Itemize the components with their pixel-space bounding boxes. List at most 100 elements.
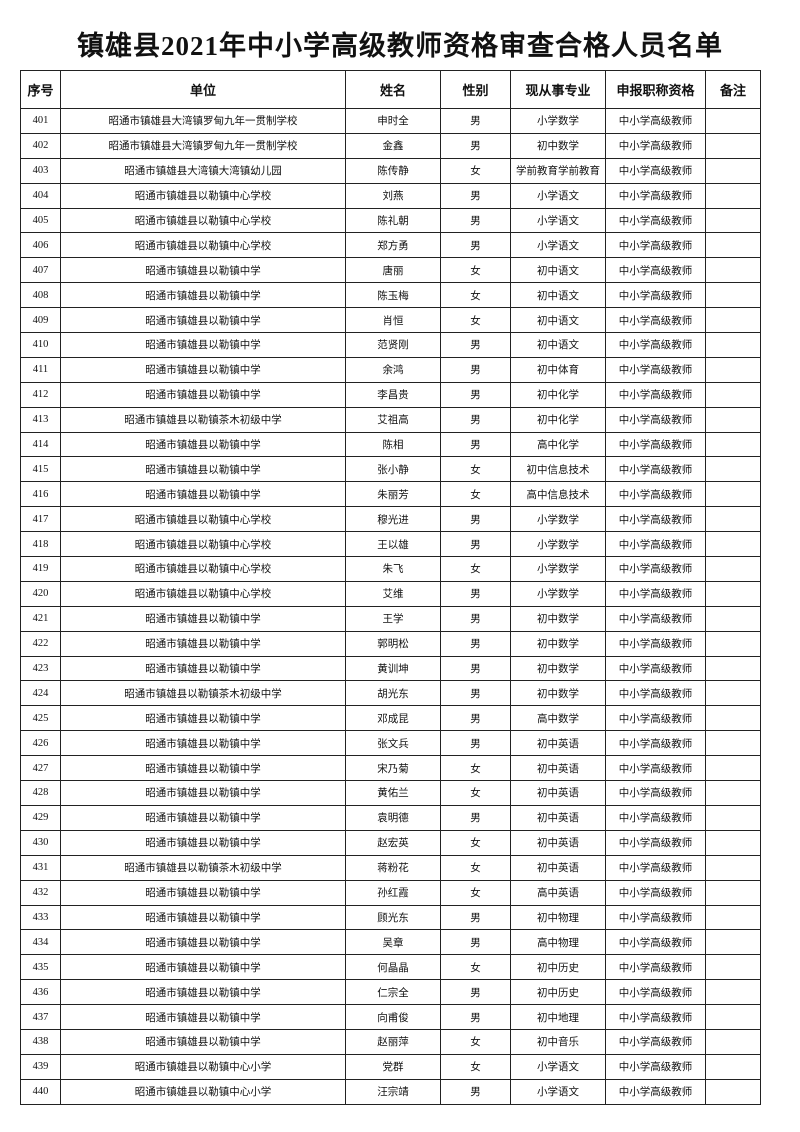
table-cell: 孙红霞 [345,879,441,906]
empty-cell [705,556,761,582]
empty-cell [705,630,761,657]
table-cell: 昭通市镇雄县以勒镇中心学校 [60,506,346,533]
table-row: 402 昭通市镇雄县大湾镇罗甸九年一贯制学校 金鑫男初中数学 中小学高级教师 [20,132,761,159]
table-cell: 男 [440,182,511,209]
table-cell: 小学语文 [510,232,606,259]
table-cell: 431 [20,854,61,881]
table-cell: 413 [20,406,61,433]
table-cell: 金鑫 [345,132,441,159]
table-cell: 男 [440,431,511,458]
table-cell: 中小学高级教师 [605,605,706,632]
empty-cell [705,680,761,707]
table-cell: 初中数学 [510,605,606,632]
empty-cell [705,356,761,383]
table-cell: 赵丽萍 [345,1028,441,1055]
table-cell: 初中化学 [510,381,606,408]
empty-cell [705,730,761,757]
table-row: 435 昭通市镇雄县以勒镇中学 何晶晶女初中历史 中小学高级教师 [20,954,761,981]
table-cell: 初中物理 [510,904,606,931]
empty-cell [705,182,761,209]
table-cell: 中小学高级教师 [605,406,706,433]
table-cell: 中小学高级教师 [605,456,706,483]
table-cell: 朱飞 [345,556,441,582]
table-cell: 中小学高级教师 [605,556,706,582]
table-cell: 初中英语 [510,755,606,782]
header-cell: 备注 [705,70,761,109]
table-cell: 427 [20,755,61,782]
table-cell: 男 [440,207,511,234]
table-cell: 中小学高级教师 [605,232,706,259]
table-cell: 小学数学 [510,108,606,134]
table-row: 415 昭通市镇雄县以勒镇中学 张小静女初中信息技术 中小学高级教师 [20,456,761,483]
table-cell: 男 [440,232,511,259]
table-cell: 416 [20,481,61,508]
table-cell: 420 [20,580,61,607]
table-row: 410 昭通市镇雄县以勒镇中学 范贤刚男初中语文 中小学高级教师 [20,332,761,358]
table-cell: 赵宏英 [345,829,441,856]
table-cell: 昭通市镇雄县以勒镇中学 [60,630,346,657]
table-cell: 中小学高级教师 [605,332,706,358]
header-cell: 现从事专业 [510,70,606,109]
table-cell: 426 [20,730,61,757]
table-cell: 小学数学 [510,556,606,582]
table-cell: 初中化学 [510,406,606,433]
table-cell: 小学语文 [510,207,606,234]
table-cell: 中小学高级教师 [605,630,706,657]
table-cell: 昭通市镇雄县以勒镇中心小学 [60,1053,346,1080]
table-cell: 417 [20,506,61,533]
table-cell: 陈玉梅 [345,282,441,309]
table-cell: 初中英语 [510,780,606,806]
table-cell: 中小学高级教师 [605,1028,706,1055]
table-row: 412 昭通市镇雄县以勒镇中学 李昌贵男初中化学 中小学高级教师 [20,381,761,408]
table-cell: 中小学高级教师 [605,182,706,209]
table-cell: 438 [20,1028,61,1055]
table-cell: 429 [20,804,61,831]
table-cell: 435 [20,954,61,981]
empty-cell [705,157,761,184]
table-cell: 宋乃菊 [345,755,441,782]
table-cell: 401 [20,108,61,134]
table-row: 417 昭通市镇雄县以勒镇中心学校 穆光进男小学数学 中小学高级教师 [20,506,761,533]
table-cell: 昭通市镇雄县以勒镇中心学校 [60,556,346,582]
table-row: 433 昭通市镇雄县以勒镇中学 顾光东男初中物理 中小学高级教师 [20,904,761,931]
table-row: 434 昭通市镇雄县以勒镇中学 吴章男高中物理 中小学高级教师 [20,929,761,956]
table-cell: 女 [440,780,511,806]
table-cell: 男 [440,381,511,408]
table-cell: 顾光东 [345,904,441,931]
table-cell: 昭通市镇雄县以勒镇中学 [60,307,346,334]
table-cell: 男 [440,531,511,558]
table-cell: 423 [20,655,61,682]
table-cell: 邓成昆 [345,705,441,732]
table-cell: 昭通市镇雄县大湾镇罗甸九年一贯制学校 [60,108,346,134]
table-row: 426 昭通市镇雄县以勒镇中学 张文兵男初中英语 中小学高级教师 [20,730,761,757]
table-cell: 仁宗全 [345,979,441,1006]
empty-cell [705,456,761,483]
empty-cell [705,108,761,134]
table-cell: 中小学高级教师 [605,705,706,732]
table-cell: 中小学高级教师 [605,904,706,931]
table-cell: 黄佑兰 [345,780,441,806]
table-cell: 男 [440,356,511,383]
empty-cell [705,1028,761,1055]
table-cell: 初中数学 [510,132,606,159]
header-cell: 申报职称资格 [605,70,706,109]
table-row: 421 昭通市镇雄县以勒镇中学 王学男初中数学 中小学高级教师 [20,605,761,632]
empty-cell [705,406,761,433]
table-cell: 小学语文 [510,182,606,209]
table-cell: 中小学高级教师 [605,580,706,607]
table-cell: 中小学高级教师 [605,356,706,383]
table-cell: 王学 [345,605,441,632]
table-cell: 高中化学 [510,431,606,458]
table-cell: 436 [20,979,61,1006]
table-cell: 男 [440,929,511,956]
table-cell: 昭通市镇雄县以勒镇中心学校 [60,182,346,209]
table-cell: 初中地理 [510,1004,606,1030]
table-cell: 421 [20,605,61,632]
table-cell: 404 [20,182,61,209]
table-cell: 蒋粉花 [345,854,441,881]
table-cell: 男 [440,506,511,533]
table-row: 409 昭通市镇雄县以勒镇中学 肖恒女初中语文 中小学高级教师 [20,307,761,334]
empty-cell [705,829,761,856]
table-cell: 中小学高级教师 [605,282,706,309]
table-cell: 中小学高级教师 [605,954,706,981]
